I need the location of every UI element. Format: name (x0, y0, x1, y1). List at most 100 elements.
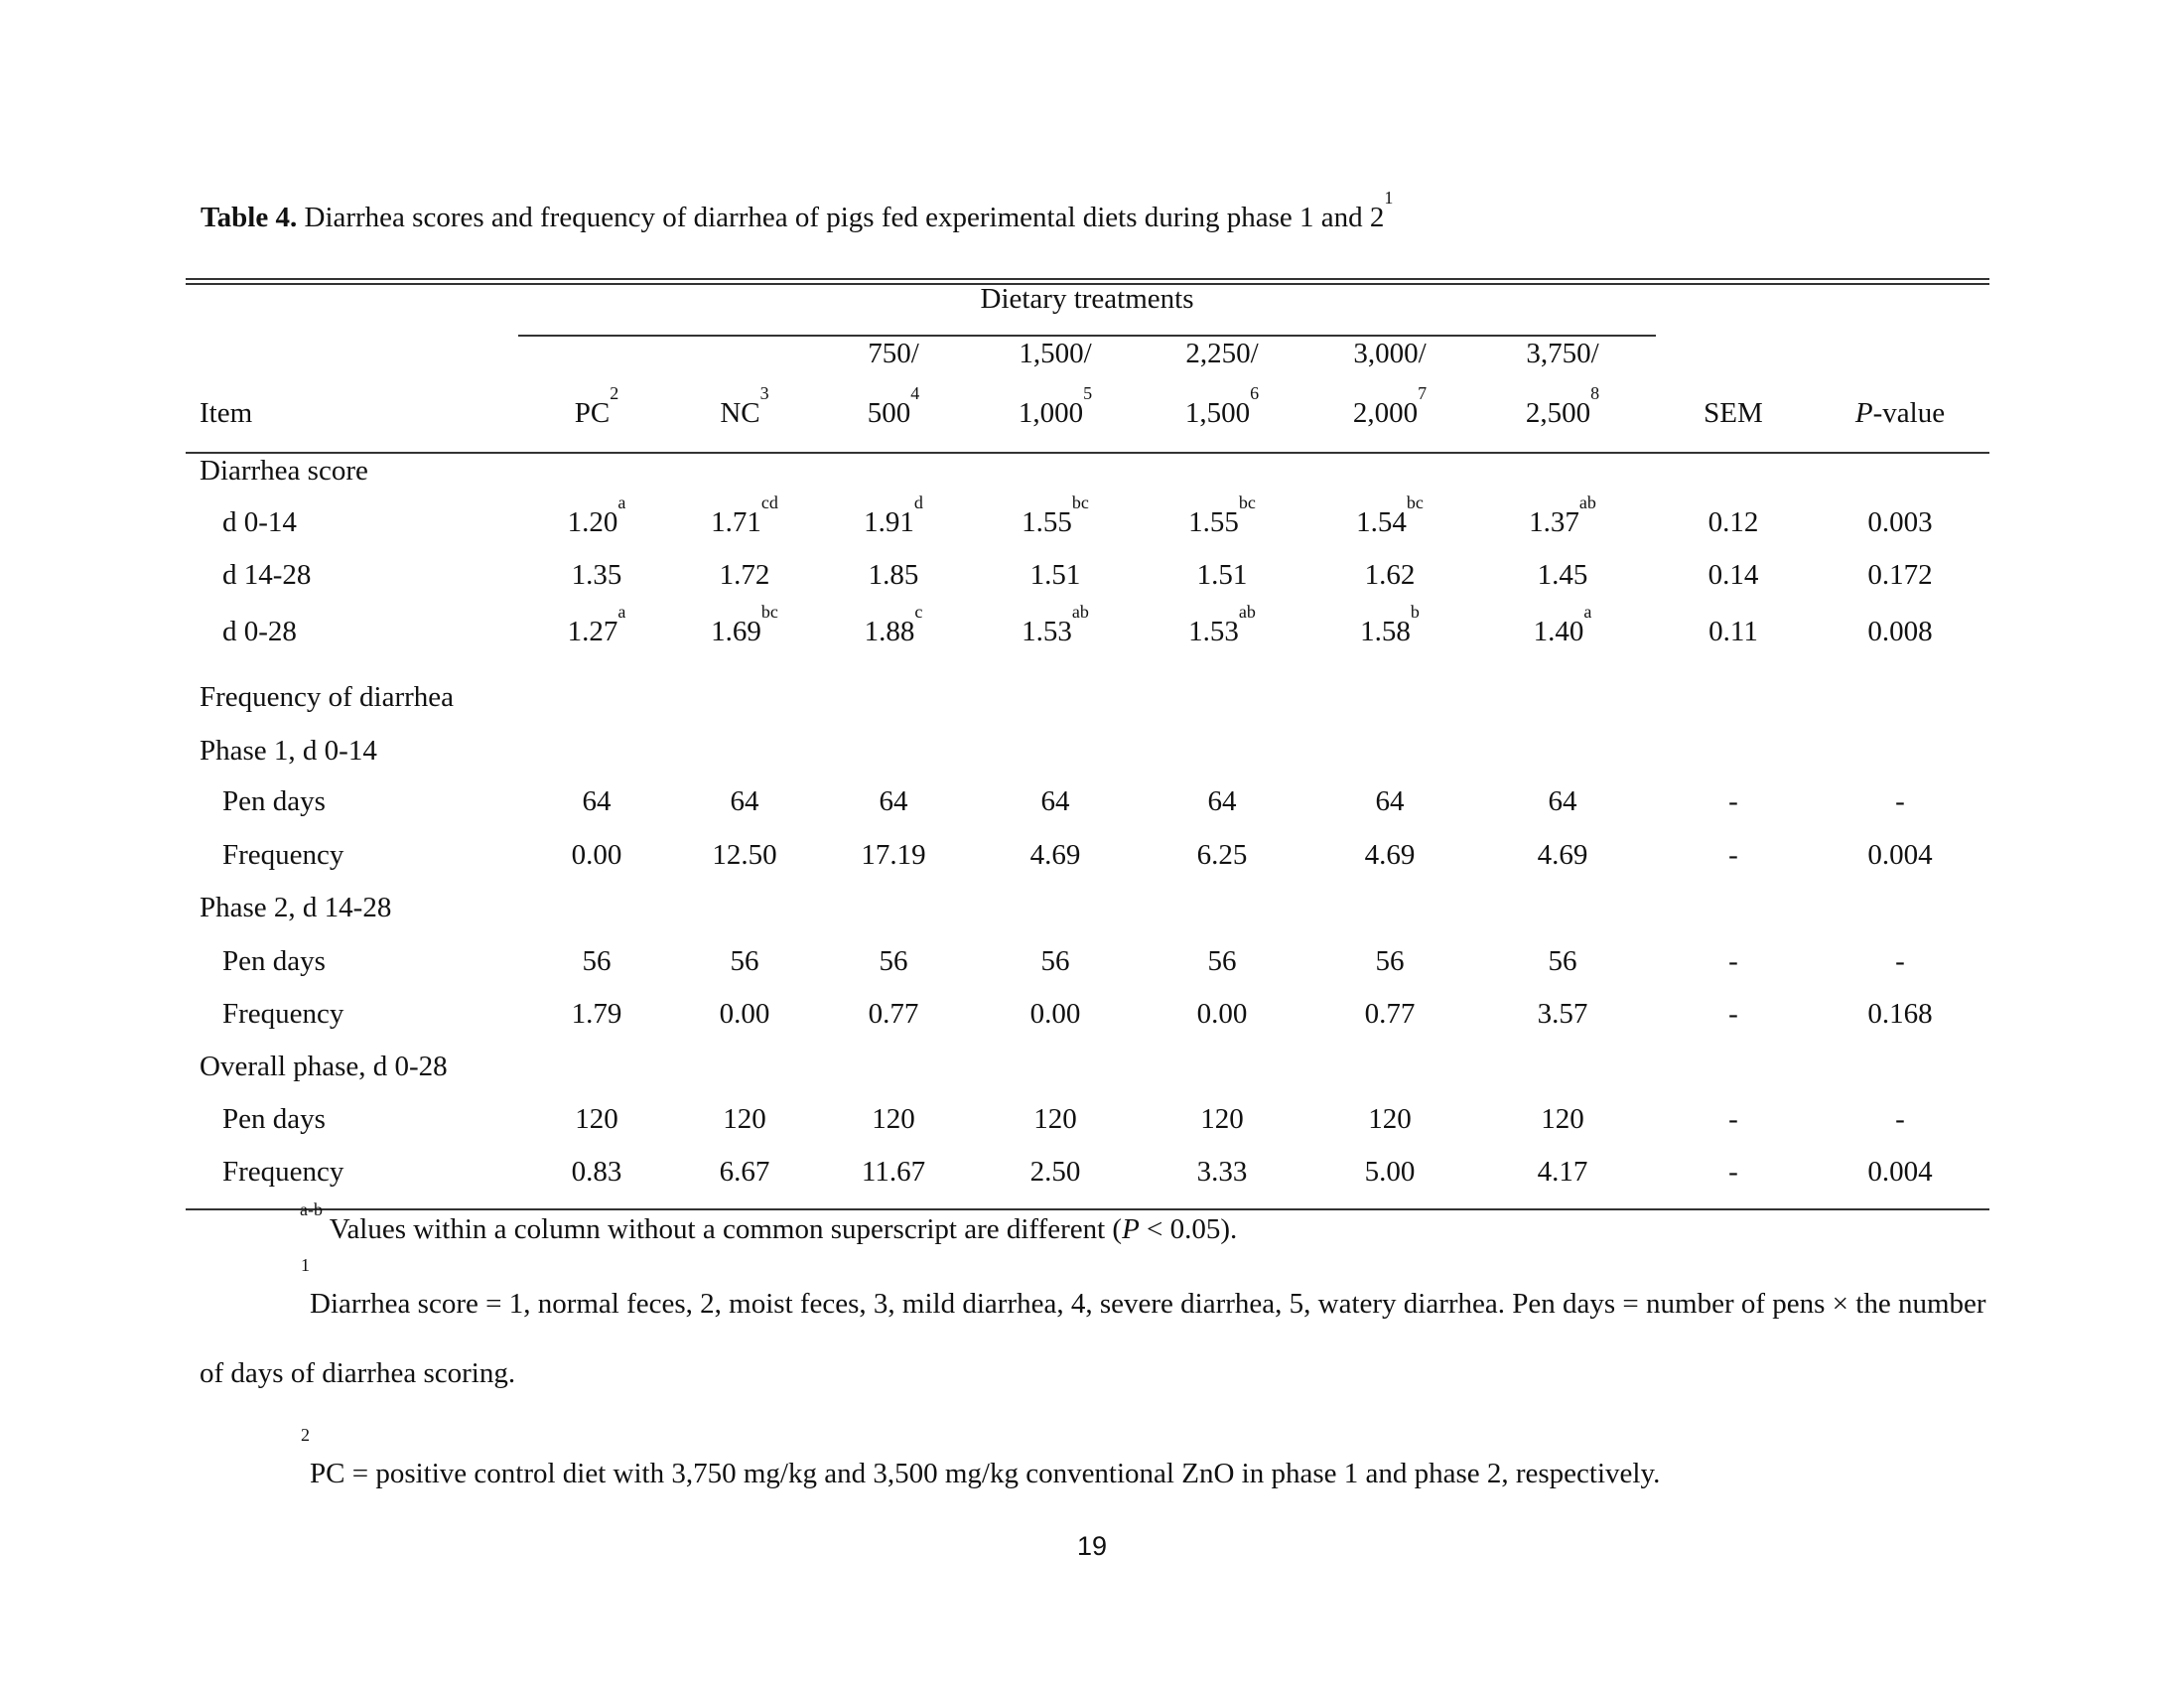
significance-letter: d (913, 492, 923, 512)
table-cell: - (1895, 1103, 1905, 1136)
item-header: Item (200, 397, 253, 429)
section-label: Phase 1, d 0-14 (200, 735, 377, 767)
table-cell: 1.91d (864, 493, 923, 539)
column-header: P-value (1855, 397, 1945, 430)
table-cell: 0.77 (869, 998, 919, 1031)
footnote-2: 2PC = positive control diet with 3,750 m… (200, 1426, 1996, 1508)
cell-value: 1.85 (868, 559, 919, 591)
cell-value: 120 (872, 1103, 915, 1135)
table-cell: 1.20a (568, 493, 626, 539)
table-cell: 0.004 (1867, 1156, 1932, 1189)
footnote-ab: a-b Values within a column without a com… (300, 1200, 1237, 1246)
table-title: Table 4. Diarrhea scores and frequency o… (201, 189, 1393, 234)
table-cell: 0.00 (720, 998, 770, 1031)
cell-value: 1.71 (711, 506, 761, 538)
cell-value: 0.168 (1867, 998, 1933, 1030)
footnote-ref: 2 (610, 383, 619, 403)
cell-value: - (1728, 785, 1738, 817)
column-header: NC3 (720, 384, 768, 430)
row-label: d 0-14 (222, 506, 297, 538)
table-cell: 0.168 (1867, 998, 1932, 1031)
cell-value: 0.00 (1029, 998, 1081, 1030)
cell-value: 120 (723, 1103, 766, 1135)
table-cell: 0.14 (1708, 559, 1759, 592)
significance-letter: cd (760, 492, 778, 512)
cell-value: 56 (730, 945, 759, 977)
table-cell: 1.72 (720, 559, 770, 592)
table-cell: 120 (1200, 1103, 1244, 1136)
table-cell: 120 (1368, 1103, 1412, 1136)
table-cell: 1.62 (1365, 559, 1416, 592)
cell-value: 0.83 (571, 1156, 622, 1188)
cell-value: 1.55 (1022, 506, 1072, 538)
cell-value: 11.67 (861, 1156, 926, 1188)
column-header-text: NC (720, 397, 760, 429)
table-cell: 11.67 (862, 1156, 925, 1189)
footnote-ref: 4 (910, 383, 920, 403)
row-label: d 0-28 (222, 616, 297, 647)
cell-value: 56 (1375, 945, 1405, 977)
cell-value: 120 (1033, 1103, 1077, 1135)
table-cell: 56 (583, 945, 612, 978)
page-number: 19 (1076, 1531, 1108, 1561)
table-cell: 0.11 (1708, 616, 1758, 648)
significance-letter: bc (1071, 492, 1089, 512)
column-header-text: 500 (867, 397, 911, 429)
significance-letter: c (914, 602, 923, 622)
footnote-marker: 2 (301, 1425, 310, 1445)
row-label: Pen days (222, 785, 326, 817)
table-cell: - (1728, 1103, 1738, 1136)
cell-value: 0.008 (1867, 616, 1933, 647)
table-cell: 120 (1541, 1103, 1584, 1136)
table-cell: 4.69 (1365, 839, 1416, 872)
column-header-text: PC (574, 397, 611, 429)
column-header-text: 2,000 (1352, 397, 1419, 429)
column-header-text: 2,500 (1525, 397, 1591, 429)
table-cell: 56 (1208, 945, 1237, 978)
table-label: Table 4. (201, 202, 298, 233)
table-cell: 1.35 (572, 559, 622, 592)
group-header: Dietary treatments (980, 283, 1194, 315)
table-cell: 56 (880, 945, 908, 978)
table-cell: 1.45 (1538, 559, 1588, 592)
table-cell: 0.003 (1867, 506, 1932, 539)
row-label: Pen days (222, 1103, 326, 1135)
table-cell: 2.50 (1030, 1156, 1081, 1189)
footnote-marker: 1 (301, 1255, 310, 1275)
cell-value: 3.33 (1196, 1156, 1248, 1188)
cell-value: 0.12 (1707, 506, 1759, 538)
table-cell: 64 (1041, 785, 1070, 818)
table-cell: - (1895, 945, 1905, 978)
table-cell: - (1728, 1156, 1738, 1189)
cell-value: - (1895, 1103, 1905, 1135)
cell-value: 1.53 (1022, 616, 1072, 647)
cell-value: 6.67 (719, 1156, 770, 1188)
table-cell: 0.008 (1867, 616, 1932, 648)
cell-value: 120 (1368, 1103, 1412, 1135)
footnote-ref: 1 (1384, 188, 1394, 208)
cell-value: 4.69 (1364, 839, 1416, 871)
cell-value: 0.77 (1364, 998, 1416, 1030)
table-cell: 64 (1208, 785, 1237, 818)
cell-value: 1.79 (571, 998, 622, 1030)
footnote-ref: 8 (1590, 383, 1600, 403)
table-cell: 0.00 (1197, 998, 1248, 1031)
table-cell: 4.69 (1030, 839, 1081, 872)
table-cell: 1.55bc (1188, 493, 1256, 539)
cell-value: 4.17 (1537, 1156, 1588, 1188)
significance-letter: ab (1238, 602, 1256, 622)
cell-value: 0.77 (868, 998, 919, 1030)
table-cell: 64 (1376, 785, 1405, 818)
table-cell: - (1895, 785, 1905, 818)
significance-letter: a (1583, 602, 1592, 622)
footnote-text: Diarrhea score = 1, normal feces, 2, moi… (200, 1288, 1986, 1389)
cell-value: 1.37 (1529, 506, 1579, 538)
table-cell: 0.77 (1365, 998, 1416, 1031)
table-cell: 1.37ab (1529, 493, 1596, 539)
cell-value: 1.58 (1360, 616, 1411, 647)
table-cell: 12.50 (712, 839, 776, 872)
footnote-ref: 7 (1418, 383, 1428, 403)
row-label: Frequency (222, 998, 344, 1030)
column-header: 5004 (867, 384, 920, 430)
cell-value: 3.57 (1537, 998, 1588, 1030)
